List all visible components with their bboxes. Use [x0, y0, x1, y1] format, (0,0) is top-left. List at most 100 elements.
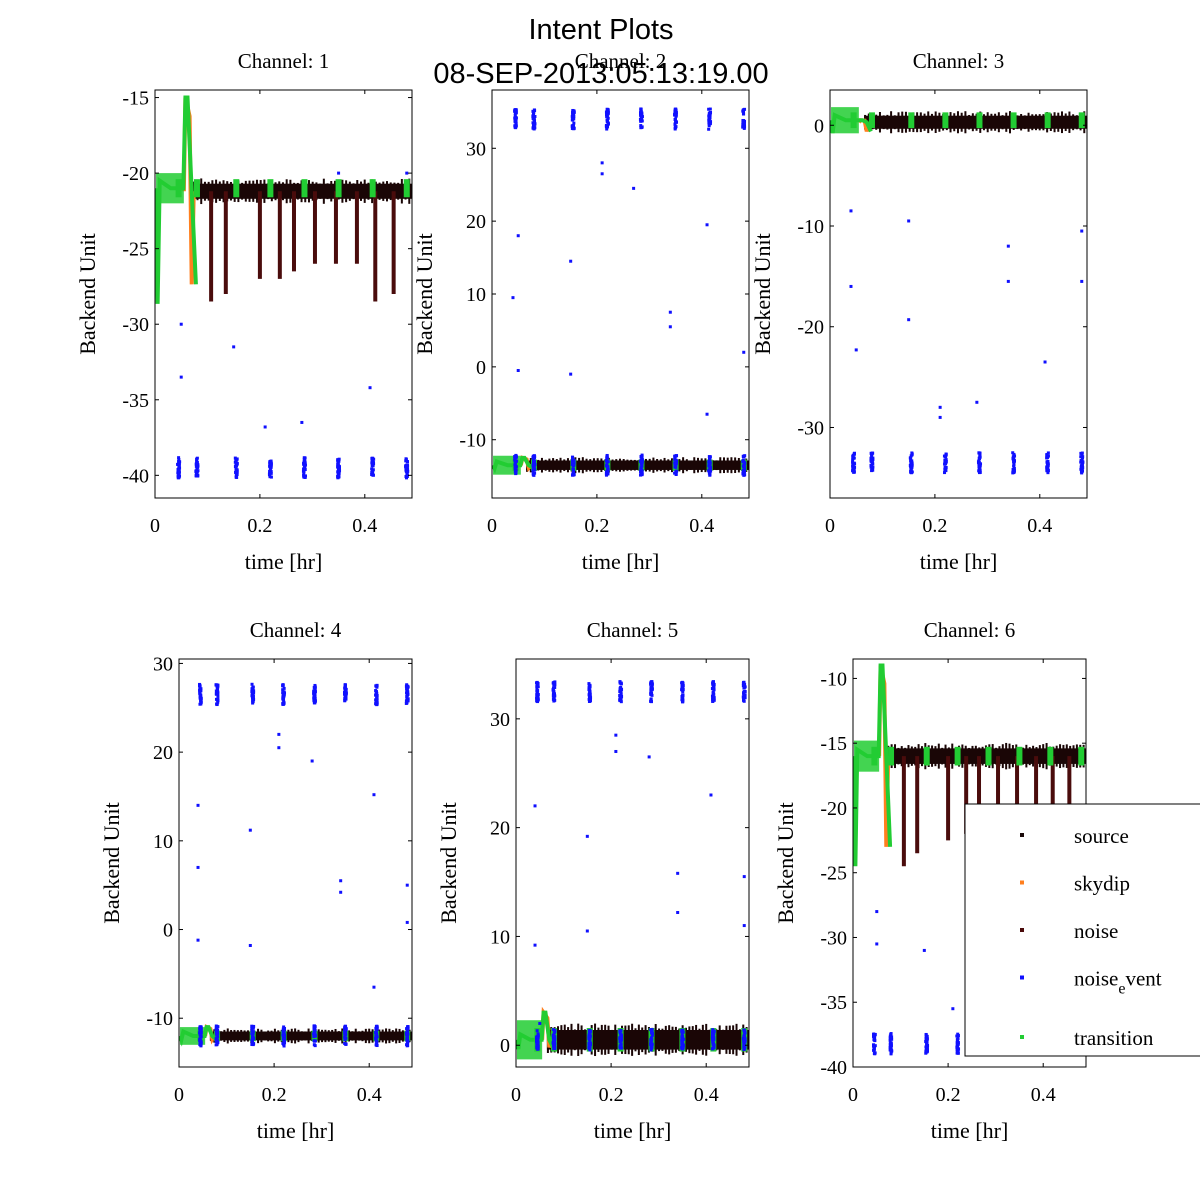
noise-event-point: [250, 1025, 254, 1029]
noise-event-outlier: [922, 948, 926, 952]
noise-event-point: [618, 680, 622, 684]
noise-event-point: [251, 1030, 255, 1034]
source-point: [622, 459, 625, 472]
noise-event-point: [268, 469, 272, 473]
noise-event-point: [873, 1033, 877, 1037]
noise-event-point: [344, 1033, 348, 1037]
noise-event-point: [742, 695, 746, 699]
noise-event-point: [199, 1031, 203, 1035]
noise-event-point: [711, 1037, 715, 1041]
noise-event-point: [553, 1041, 557, 1045]
noise-event-point: [535, 1029, 539, 1033]
noise-event-point: [343, 698, 347, 702]
noise-event-point: [514, 469, 518, 473]
y-tick-label: 20: [490, 818, 510, 840]
noise-event-point: [404, 465, 408, 469]
noise-event-outlier: [179, 375, 183, 379]
noise-event-point: [1081, 455, 1085, 459]
source-point: [255, 179, 258, 203]
noise-event-point: [910, 459, 914, 463]
noise-event-outlier: [938, 415, 942, 419]
noise-event-point: [214, 683, 218, 687]
noise-event-outlier: [849, 284, 853, 288]
noise-event-point: [195, 457, 199, 461]
noise-event-outlier: [232, 345, 236, 349]
noise-event-point: [313, 1034, 317, 1038]
axes-frame: [515, 658, 750, 1068]
source-point: [334, 1028, 337, 1043]
noise-event-point: [344, 691, 348, 695]
noise-event-point: [281, 1037, 285, 1041]
noise-event-point: [194, 471, 198, 475]
noise-event-outlier: [875, 910, 879, 914]
noise-event-outlier: [676, 911, 680, 915]
noise-event-point: [572, 470, 576, 474]
source-point: [728, 1025, 731, 1055]
noise-event-point: [619, 691, 623, 695]
noise-event-outlier: [248, 943, 252, 947]
source-point: [953, 113, 956, 132]
noise-event-point: [681, 1045, 685, 1049]
noise-event-outlier: [516, 234, 520, 238]
source-point: [229, 181, 232, 201]
x-tick-label: 0.4: [352, 515, 377, 537]
source-point: [348, 1030, 351, 1042]
source-point: [544, 459, 547, 471]
source-point: [644, 458, 647, 472]
noise-event-outlier: [368, 386, 372, 390]
subplot-grid: 0 0.2 0.4 -40 -35 -30 -25 -20 -15 Channel: 1 time …: [75, 49, 1088, 1143]
transition-marker: [923, 746, 930, 766]
noise-event-point: [198, 684, 202, 688]
source-point: [1075, 115, 1078, 130]
noise-event-point: [406, 1040, 410, 1044]
noise-event-point: [571, 463, 575, 467]
transition-marker: [942, 112, 949, 129]
noise-event-point: [374, 1037, 378, 1041]
noise-event-point: [650, 682, 654, 686]
noise-event-point: [674, 125, 678, 129]
noise-event-point: [924, 1049, 928, 1053]
plot-area: [830, 107, 1087, 475]
source-point: [391, 1030, 394, 1042]
source-point: [705, 1023, 708, 1056]
transition-marker: [1044, 112, 1051, 129]
noise-event-point: [711, 686, 715, 690]
noise-event-point: [674, 461, 678, 465]
source-point: [1008, 743, 1011, 769]
noise-event-point: [1079, 455, 1083, 459]
noise-event-outlier: [647, 755, 651, 759]
noise-event-point: [282, 1025, 286, 1029]
noise-event-point: [707, 471, 711, 475]
legend: source skydip noise noiseevent transition: [964, 803, 1200, 1057]
noise-event-point: [572, 121, 576, 125]
source-point: [1055, 745, 1058, 767]
noise-event-point: [514, 121, 518, 125]
source-point: [956, 111, 959, 134]
noise-event-point: [552, 1044, 556, 1048]
noise-event-point: [707, 127, 711, 131]
noise-event-point: [1046, 463, 1050, 467]
noise-event-point: [194, 473, 198, 477]
noise-event-point: [336, 462, 340, 466]
source-point: [875, 114, 878, 130]
source-point: [1038, 745, 1041, 768]
source-point: [371, 1029, 374, 1043]
x-axis-label: time [hr]: [920, 549, 998, 574]
noise-event-point: [269, 462, 273, 466]
source-point: [352, 183, 355, 200]
source-point: [671, 1026, 674, 1053]
noise-event-point: [405, 1030, 409, 1034]
noise-event-point: [674, 111, 678, 115]
source-point: [904, 111, 907, 133]
source-point: [934, 111, 937, 134]
noise-event-point: [405, 1044, 409, 1048]
noise-event-point: [281, 691, 285, 695]
noise-event-point: [742, 466, 746, 470]
noise-event-point: [514, 459, 518, 463]
source-point: [1028, 747, 1031, 766]
noise-event-outlier: [533, 943, 537, 947]
noise-event-point: [198, 1033, 202, 1037]
noise-event-point: [552, 1032, 556, 1036]
source-point: [938, 112, 941, 132]
source-point: [704, 458, 707, 473]
